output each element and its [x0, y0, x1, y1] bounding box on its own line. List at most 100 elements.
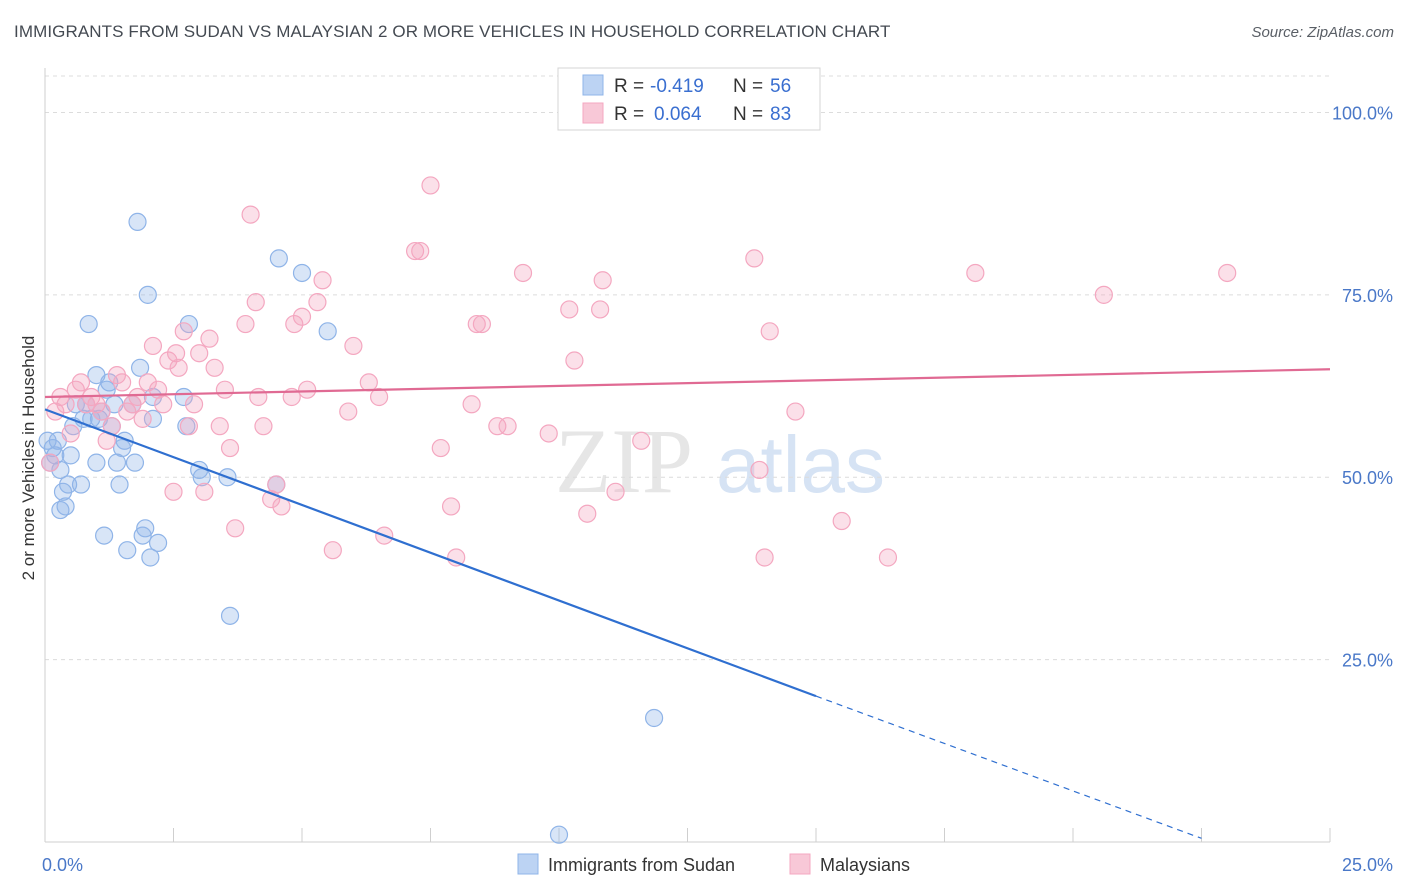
point-malaysians [431, 438, 450, 458]
point-malaysians [56, 395, 75, 414]
legend-n-label-malaysians: N = [733, 104, 763, 125]
legend-top: R = -0.419 N = 56 R = 0.064 N = 83 [557, 67, 821, 131]
point-malaysians [560, 300, 579, 319]
point-malaysians [339, 402, 358, 421]
point-sudan [100, 373, 119, 392]
point-sudan [59, 475, 78, 494]
point-malaysians [61, 424, 80, 443]
point-malaysians [344, 336, 363, 356]
tick-labels: 25.0% 50.0% 75.0% 100.0% 0.0% 25.0% [42, 103, 1393, 875]
bottom-legend-swatch-malaysians [789, 853, 811, 875]
point-sudan [133, 526, 152, 545]
point-malaysians [226, 519, 245, 538]
point-malaysians [760, 322, 779, 341]
point-malaysians [565, 351, 584, 370]
point-malaysians [441, 497, 461, 516]
legend-swatch-malaysians [582, 102, 604, 124]
point-malaysians [254, 417, 273, 436]
point-sudan [95, 526, 114, 545]
point-sudan [87, 453, 106, 472]
point-malaysians [359, 373, 378, 392]
point-malaysians [462, 395, 481, 414]
point-sudan [79, 314, 98, 334]
point-malaysians [578, 504, 597, 523]
point-sudan [549, 825, 569, 844]
point-sudan [318, 322, 337, 341]
point-malaysians [138, 373, 157, 392]
point-malaysians [236, 314, 255, 334]
watermark-atlas: atlas [716, 420, 885, 509]
point-malaysians [174, 322, 193, 341]
chart-title: IMMIGRANTS FROM SUDAN VS MALAYSIAN 2 OR … [14, 22, 891, 41]
point-malaysians [166, 344, 186, 363]
legend-n-label-sudan: N = [733, 76, 763, 97]
point-malaysians [133, 409, 152, 428]
axes [44, 68, 1331, 843]
point-sudan [141, 548, 160, 567]
watermark-zip: ZIP [555, 410, 693, 512]
grid-lines [45, 75, 1330, 661]
point-sudan [269, 249, 288, 268]
point-malaysians [169, 358, 188, 377]
point-sudan [220, 606, 240, 625]
y-tick-label: 75.0% [1342, 286, 1393, 306]
point-sudan [61, 446, 80, 465]
point-malaysians [606, 482, 625, 501]
point-malaysians [786, 402, 805, 421]
y-axis-label: 2 or more Vehicles in Household [19, 336, 38, 581]
point-malaysians [488, 417, 507, 436]
point-sudan [130, 358, 150, 377]
legend-n-value-sudan: 56 [770, 76, 791, 97]
point-malaysians [220, 438, 240, 458]
point-malaysians [308, 293, 327, 312]
trend-line-sudan [44, 408, 817, 698]
point-malaysians [745, 249, 764, 268]
point-malaysians [112, 373, 132, 392]
point-malaysians [249, 387, 268, 407]
point-malaysians [179, 417, 199, 436]
point-malaysians [298, 380, 317, 399]
point-malaysians [593, 271, 612, 290]
point-sudan [51, 500, 70, 520]
point-malaysians [498, 417, 517, 436]
point-malaysians [755, 548, 774, 567]
y-tick-label: 100.0% [1332, 103, 1393, 123]
point-malaysians [215, 380, 234, 399]
point-malaysians [632, 431, 651, 450]
point-sudan [128, 212, 147, 232]
point-malaysians [159, 351, 178, 370]
point-malaysians [246, 293, 265, 312]
point-sudan [138, 285, 157, 304]
point-malaysians [154, 395, 173, 414]
point-malaysians [292, 307, 312, 326]
point-malaysians [313, 271, 332, 290]
point-sudan [118, 541, 137, 560]
point-malaysians [241, 205, 260, 224]
source-credit: Source: ZipAtlas.com [1251, 24, 1394, 41]
point-malaysians [41, 453, 60, 472]
legend-r-value-malaysians: 0.064 [654, 104, 702, 125]
point-sudan [112, 438, 132, 458]
point-sudan [136, 519, 155, 538]
point-sudan [292, 263, 312, 283]
bottom-legend-label-malaysians: Malaysians [820, 855, 910, 875]
point-malaysians [591, 300, 610, 319]
point-malaysians [267, 475, 286, 494]
legend-swatch-sudan [582, 74, 604, 96]
trend-line-malaysians [44, 368, 1331, 399]
point-malaysians [405, 241, 425, 261]
point-sudan [97, 380, 116, 399]
point-malaysians [210, 417, 229, 436]
point-sudan [644, 708, 664, 728]
point-malaysians [164, 482, 183, 501]
point-malaysians [513, 263, 533, 283]
point-malaysians [92, 402, 111, 421]
point-malaysians [467, 314, 486, 334]
point-malaysians [966, 263, 985, 283]
point-malaysians [539, 424, 558, 443]
point-malaysians [1218, 263, 1237, 283]
point-malaysians [472, 314, 491, 334]
point-malaysians [71, 373, 91, 392]
point-sudan [143, 409, 163, 428]
